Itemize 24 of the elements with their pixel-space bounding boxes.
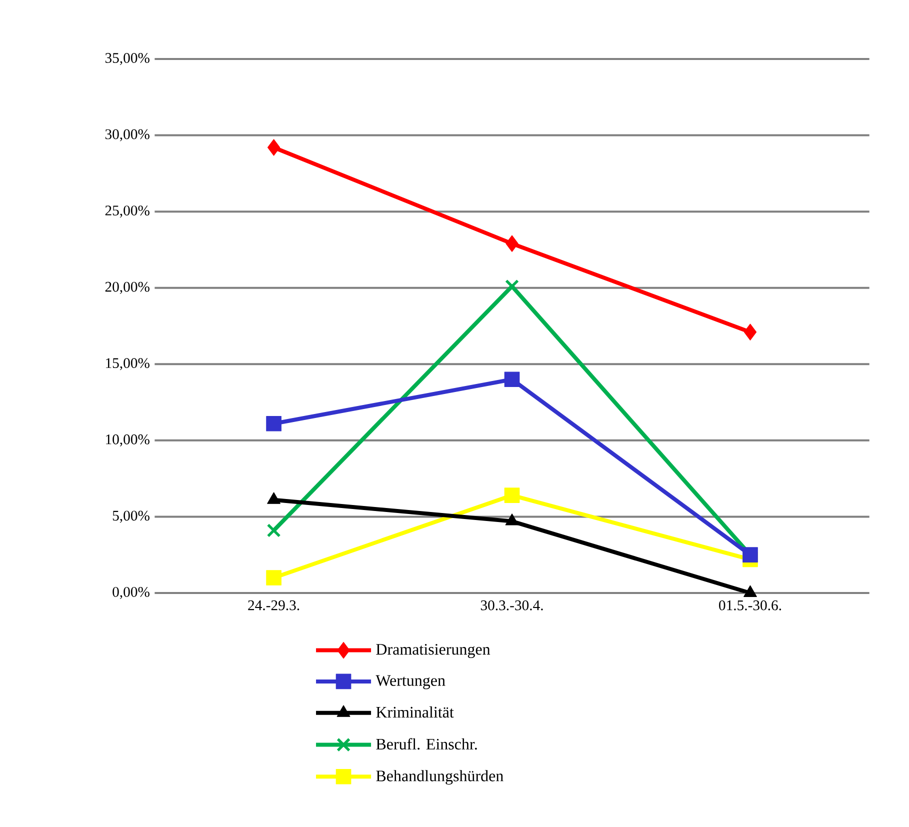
legend-label: Dramatisierungen xyxy=(376,644,490,658)
y-tick-label: 0,00% xyxy=(112,586,150,599)
y-tick-label: 35,00% xyxy=(105,53,150,65)
x-tick-label: 30.3.-30.4. xyxy=(480,600,543,610)
legend-label: Behandlungshürden xyxy=(376,770,504,785)
y-tick-label: 10,00% xyxy=(106,434,150,446)
legend-label: Kriminalität xyxy=(376,706,454,718)
x-tick-label: 24.-29.3. xyxy=(248,600,300,610)
y-tick-label: 5,00% xyxy=(112,510,150,523)
y-tick-label: 15,00% xyxy=(106,358,150,370)
point xyxy=(506,235,518,252)
point xyxy=(267,139,280,156)
y-tick-label: 30,00% xyxy=(105,129,150,142)
y-tick-label: 25,00% xyxy=(105,206,150,218)
y-tick-label: 20,00% xyxy=(105,282,150,294)
point xyxy=(266,416,282,432)
point xyxy=(266,570,282,586)
point xyxy=(266,523,281,538)
legend-label: Berufl. Einschr. xyxy=(376,738,477,750)
point xyxy=(744,324,757,340)
legend-label: Wertungen xyxy=(376,675,446,690)
point xyxy=(504,372,520,388)
point xyxy=(504,488,520,504)
x-tick-label: 01.5.-30.6. xyxy=(719,600,782,610)
